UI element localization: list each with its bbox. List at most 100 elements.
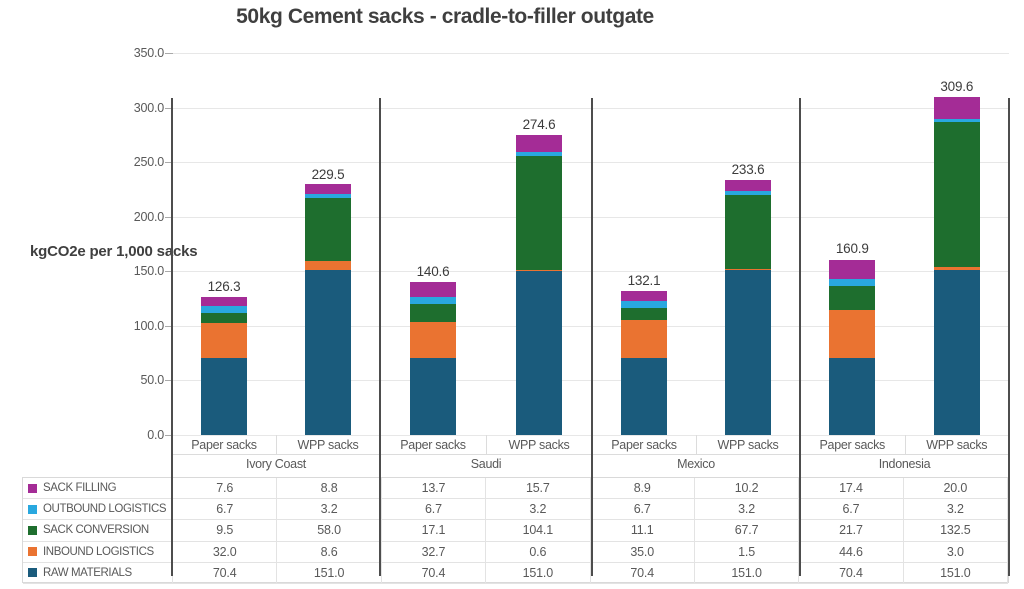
y-tick-label: 100.0: [133, 318, 164, 333]
bar-segment-inbound-logistics: [725, 268, 771, 271]
bar-segment-raw-materials: [516, 270, 562, 435]
group-divider: [799, 98, 801, 576]
y-tick-label: 150.0: [133, 264, 164, 279]
gridline: [172, 53, 1009, 54]
bar-segment-outbound-logistics: [305, 194, 351, 198]
y-tick-label: 50.0: [140, 373, 164, 388]
table-value-cell: 70.4: [381, 562, 487, 584]
table-value-cell: 3.2: [694, 499, 800, 521]
table-value-cell: 3.2: [903, 499, 1008, 521]
x-category-label: Paper sacks: [611, 438, 677, 452]
bar-segment-outbound-logistics: [201, 305, 247, 313]
group-divider: [591, 98, 593, 576]
bar-total-label: 274.6: [522, 117, 556, 133]
bar-segment-inbound-logistics: [621, 319, 667, 359]
table-value-cell: 3.2: [486, 499, 591, 521]
y-axis-tick: [165, 162, 173, 164]
table-value-cell: 132.5: [903, 520, 1008, 542]
table-value-cell: 13.7: [381, 478, 487, 500]
bar-segment-sack-filling: [933, 97, 980, 119]
table-value-cell: 44.6: [799, 541, 904, 563]
bar-total-label: 140.6: [416, 263, 450, 279]
x-label-separator: [172, 454, 1009, 455]
y-tick-label: 200.0: [133, 209, 164, 224]
bar-segment-sack-conversion: [725, 194, 771, 269]
table-value-cell: 32.7: [381, 541, 487, 563]
legend-swatch: [28, 568, 37, 578]
y-tick-label: 300.0: [133, 100, 164, 115]
bar-total-label: 229.5: [311, 166, 345, 182]
y-tick-label: 250.0: [133, 155, 164, 170]
gridline: [172, 216, 1009, 218]
table-value-cell: 3.0: [903, 541, 1008, 563]
table-value-cell: 9.5: [173, 520, 278, 542]
y-tick-label: 0.0: [147, 428, 164, 442]
y-axis-title: kgCO2e per 1,000 sacks: [30, 243, 198, 260]
bar-segment-inbound-logistics: [933, 266, 980, 271]
bar-segment-raw-materials: [829, 358, 876, 435]
table-value-cell: 10.2: [694, 478, 800, 500]
bar-total-label: 233.6: [731, 162, 765, 178]
bar-segment-sack-conversion: [305, 197, 351, 261]
y-axis-tick: [165, 325, 173, 327]
bar-segment-outbound-logistics: [829, 278, 876, 286]
table-value-cell: 151.0: [486, 562, 591, 584]
bar-segment-outbound-logistics: [725, 191, 771, 195]
legend-cell: OUTBOUND LOGISTICS: [23, 499, 173, 521]
group-label: Saudi: [470, 457, 502, 471]
legend-cell: RAW MATERIALS: [23, 562, 173, 584]
x-category-label: Paper sacks: [819, 438, 886, 452]
legend-label: INBOUND LOGISTICS: [43, 545, 154, 558]
table-value-cell: 3.2: [277, 499, 382, 521]
gridline: [172, 325, 1009, 327]
table-value-cell: 104.1: [486, 520, 591, 542]
table-value-cell: 151.0: [277, 562, 382, 584]
legend-label: SACK CONVERSION: [43, 524, 149, 537]
bar-total-label: 132.1: [627, 272, 661, 288]
bar-segment-inbound-logistics: [305, 260, 351, 271]
x-category-label: WPP sacks: [926, 438, 988, 452]
x-category-label: WPP sacks: [508, 438, 570, 452]
bar-total-label: 309.6: [940, 79, 974, 95]
legend-cell: SACK CONVERSION: [23, 520, 173, 542]
bar-segment-sack-conversion: [516, 155, 562, 270]
bar-segment-inbound-logistics: [201, 323, 247, 359]
stacked-bar: [725, 53, 771, 435]
legend-swatch: [28, 547, 37, 557]
group-divider: [379, 98, 381, 576]
stacked-bar: [933, 53, 980, 435]
category-separator: [696, 435, 697, 454]
bar-segment-inbound-logistics: [829, 309, 876, 359]
bar-segment-outbound-logistics: [516, 152, 562, 156]
bar-segment-inbound-logistics: [516, 269, 562, 271]
bar-segment-raw-materials: [725, 270, 771, 435]
bar-segment-outbound-logistics: [410, 296, 456, 304]
y-axis-tick: [165, 435, 173, 436]
bar-segment-sack-filling: [410, 281, 456, 297]
gridline: [172, 271, 1009, 273]
legend-label: SACK FILLING: [43, 482, 117, 495]
x-category-label: WPP sacks: [297, 438, 359, 452]
legend-label: RAW MATERIALS: [43, 566, 132, 579]
bar-segment-sack-conversion: [201, 312, 247, 324]
gridline: [172, 162, 1009, 164]
chart-title: 50kg Cement sacks - cradle-to-filler out…: [236, 5, 654, 28]
legend-label: OUTBOUND LOGISTICS: [43, 503, 167, 516]
y-axis-tick: [165, 271, 173, 273]
bar-segment-sack-filling: [725, 180, 771, 192]
bar-segment-inbound-logistics: [410, 322, 456, 359]
table-value-cell: 70.4: [173, 562, 278, 584]
bar-segment-outbound-logistics: [621, 300, 667, 308]
table-value-cell: 1.5: [694, 541, 800, 563]
table-value-cell: 8.6: [277, 541, 382, 563]
bar-segment-raw-materials: [410, 358, 456, 435]
bar-total-label: 126.3: [207, 279, 241, 295]
bar-segment-raw-materials: [933, 270, 980, 435]
gridline: [172, 380, 1009, 382]
table-value-cell: 17.1: [381, 520, 487, 542]
bar-segment-sack-conversion: [829, 285, 876, 310]
table-value-cell: 6.7: [173, 499, 278, 521]
stacked-bar: [305, 53, 351, 435]
data-table: SACK FILLING 7.6 8.8 13.7 15.7 8.9 10.2 17.4 20.…: [22, 477, 1009, 584]
bar-segment-sack-conversion: [410, 303, 456, 323]
